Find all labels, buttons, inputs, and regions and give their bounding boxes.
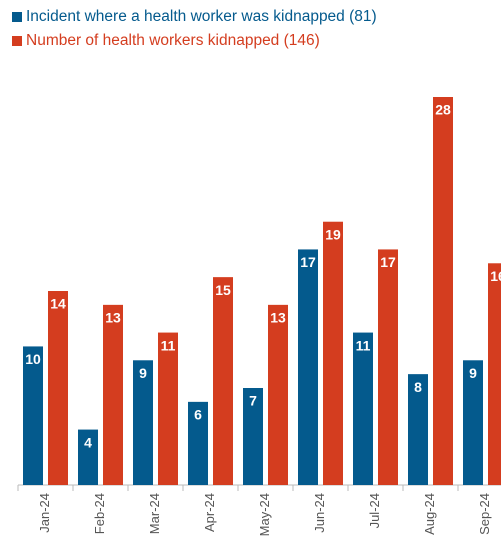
data-label: 14: [50, 296, 66, 312]
bar: [213, 277, 233, 485]
data-label: 28: [435, 102, 451, 118]
bar: [243, 388, 263, 485]
data-label: 11: [161, 337, 176, 353]
x-tick-label: Sep-24: [477, 493, 492, 535]
bar: [268, 304, 288, 485]
data-label: 4: [84, 434, 92, 450]
bar: [488, 263, 501, 485]
bar: [48, 291, 68, 485]
bar: [463, 360, 483, 485]
data-label: 16: [490, 268, 501, 284]
x-tick-label: Jul-24: [367, 493, 382, 528]
bar: [133, 360, 153, 485]
legend-swatch: [12, 36, 22, 46]
data-label: 19: [325, 226, 341, 242]
bar: [408, 374, 428, 485]
bar: [188, 401, 208, 485]
x-tick-label: Jun-24: [312, 493, 327, 533]
x-tick-label: Feb-24: [92, 493, 107, 534]
legend-swatch: [12, 12, 22, 22]
legend-label: Number of health workers kidnapped (146): [26, 32, 320, 49]
bar: [353, 332, 373, 485]
data-label: 9: [139, 365, 147, 381]
x-tick-label: Aug-24: [422, 493, 437, 535]
x-tick-label: Apr-24: [202, 493, 217, 532]
x-tick-label: May-24: [257, 493, 272, 536]
data-label: 15: [215, 282, 231, 298]
x-tick-label: Jan-24: [37, 493, 52, 533]
bar: [298, 249, 318, 485]
bar: [378, 249, 398, 485]
bar: [158, 332, 178, 485]
data-label: 10: [25, 351, 41, 367]
data-label: 11: [356, 337, 371, 353]
data-label: 8: [414, 379, 422, 395]
bar: [433, 97, 453, 485]
data-label: 13: [270, 310, 286, 326]
bar: [103, 304, 123, 485]
bar: [23, 346, 43, 485]
data-label: 13: [105, 310, 121, 326]
bar: [78, 429, 98, 485]
data-label: 6: [194, 407, 202, 423]
legend-label: Incident where a health worker was kidna…: [26, 8, 377, 25]
data-label: 7: [249, 393, 257, 409]
x-tick-label: Mar-24: [147, 493, 162, 534]
data-label: 17: [300, 254, 316, 270]
data-label: 17: [380, 254, 396, 270]
data-label: 9: [469, 365, 477, 381]
bar: [323, 221, 343, 485]
